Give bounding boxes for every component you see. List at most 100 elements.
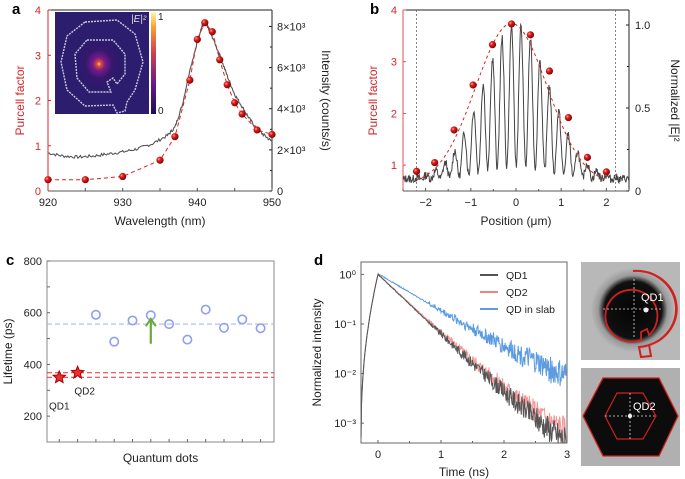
- x-tick-label: 940: [188, 197, 206, 209]
- y-tick-label: 600: [24, 308, 42, 320]
- purcell-point: [44, 176, 52, 184]
- qd2-image-label: QD2: [633, 401, 656, 413]
- inset-field-hotspot: [75, 38, 123, 90]
- sem-cavity-dark-region: [591, 268, 675, 352]
- y-left-tick-label: 1: [35, 141, 41, 153]
- y-right-tick-label: 2×10³: [277, 145, 306, 157]
- panel-label-a: a: [12, 1, 21, 18]
- purcell-point: [268, 130, 276, 139]
- x-axis-label: Time (ns): [439, 465, 489, 479]
- x-tick-label: 1: [438, 449, 444, 461]
- qd-lifetime-point: [164, 319, 175, 330]
- y-tick-label: 800: [24, 256, 42, 268]
- x-tick-label: −1: [465, 197, 478, 209]
- panel-d: 0 1 2 3 10⁰ 10⁻¹ 10⁻² 10⁻³ Time (ns) Normalized i…: [310, 261, 680, 479]
- y-right-tick-label: 8×10³: [277, 21, 306, 33]
- panel-b: −2 −1 0 1 2 1 2 3 4 0 0.5 1.0 Position (μm) Purcell f…: [366, 5, 682, 228]
- purcell-point: [564, 113, 573, 122]
- y-axis-label: Normalized intensity: [310, 298, 324, 406]
- panel-label-d: d: [314, 252, 323, 269]
- qd-star-marker: [51, 369, 67, 384]
- y-left-tick-label: 3: [391, 57, 397, 69]
- purcell-point: [201, 19, 209, 27]
- qd1-outer-cavity-outline: [632, 269, 678, 359]
- y-right-tick-label: 6×10³: [277, 63, 306, 75]
- qd-lifetime-point: [219, 322, 230, 333]
- plot-frame: [46, 260, 275, 443]
- y-right-tick-label: 0: [635, 186, 641, 198]
- x-tick-label: 3: [564, 449, 570, 461]
- qd2-dot: [627, 413, 633, 419]
- purcell-point: [526, 31, 535, 39]
- purcell-point: [583, 153, 592, 161]
- x-tick-label: 920: [39, 197, 57, 209]
- qd-star-label: QD2: [74, 387, 95, 398]
- arrow-head-icon: [144, 317, 157, 327]
- qd-lifetime-point: [237, 314, 248, 325]
- y-right-tick-label: 0: [277, 186, 283, 198]
- y-left-tick-label: 0: [35, 186, 41, 198]
- qd-lifetime-point: [200, 304, 211, 315]
- x-tick-label: 2: [603, 197, 609, 209]
- x-tick-label: 2: [501, 449, 507, 461]
- inset-outer-boundary: [60, 19, 144, 114]
- x-axis-label: Position (μm): [481, 214, 552, 228]
- qd-star-label: QD1: [49, 401, 70, 412]
- qd-lifetime-point: [182, 334, 193, 345]
- y-left-tick-label: 1: [391, 160, 397, 172]
- qd-lifetime-point: [127, 315, 138, 326]
- qd-lifetime-point: [90, 309, 101, 320]
- y-axis-label: Lifetime (ps): [1, 318, 15, 384]
- x-tick-label: 950: [263, 197, 281, 209]
- qd-star-marker: [70, 364, 86, 380]
- legend-label: QD1: [506, 270, 528, 282]
- qd-lifetime-point: [255, 323, 266, 334]
- purcell-point: [216, 56, 224, 64]
- purcell-point: [119, 172, 127, 181]
- y-left-tick-label: 2: [391, 108, 397, 120]
- panel-a: 920 930 940 9500123402×10³4×10³6×10³8×10³Wa…: [13, 5, 333, 228]
- inset-label: |E|²: [131, 14, 147, 25]
- panel-label-c: c: [6, 252, 14, 269]
- purcell-point: [507, 20, 516, 28]
- purcell-point: [450, 126, 458, 134]
- y-left-axis-label: Purcell factor: [13, 65, 27, 135]
- qd1-inner-cavity-outline: [604, 288, 659, 343]
- y-left-tick-label: 4: [35, 5, 41, 17]
- y-tick-label: 200: [24, 411, 42, 423]
- panel-label-b: b: [370, 1, 379, 18]
- y-left-axis-label: Purcell factor: [366, 65, 380, 135]
- purcell-point: [208, 28, 216, 36]
- y-right-axis-label: Normalized |E|²: [668, 59, 682, 141]
- y-left-tick-label: 4: [391, 5, 397, 17]
- y-tick-label: 10⁰: [339, 269, 356, 281]
- x-tick-label: −2: [419, 197, 432, 209]
- y-tick-label: 400: [24, 359, 42, 371]
- panel-c: 200 400 600 800 Quantum dots Lifetime (ps) QD1…: [1, 256, 275, 465]
- purcell-point: [412, 167, 421, 175]
- purcell-point: [469, 81, 477, 89]
- y-right-tick-label: 1.0: [635, 20, 650, 32]
- y-right-tick-label: 4×10³: [277, 104, 306, 116]
- purcell-point: [238, 110, 246, 118]
- x-tick-label: 1: [558, 197, 564, 209]
- x-axis-label: Wavelength (nm): [115, 214, 206, 228]
- qd-lifetime-point: [109, 336, 120, 347]
- inset-inner-boundary: [74, 39, 126, 93]
- decay-trace-qd-in-slab: [360, 273, 568, 438]
- purcell-point: [193, 35, 201, 44]
- purcell-point: [488, 41, 497, 49]
- legend-label: QD in slab: [506, 304, 555, 316]
- x-axis-label: Quantum dots: [123, 451, 198, 465]
- purcell-point: [156, 156, 164, 164]
- purcell-point: [431, 158, 439, 167]
- y-left-tick-label: 3: [35, 50, 41, 62]
- x-tick-label: 0: [375, 449, 381, 461]
- qd1-dot: [643, 307, 649, 313]
- y-tick-label: 10⁻³: [334, 418, 356, 430]
- purcell-point: [171, 133, 179, 141]
- purcell-point: [253, 126, 261, 134]
- x-tick-label: 930: [113, 197, 131, 209]
- purcell-point: [231, 99, 239, 107]
